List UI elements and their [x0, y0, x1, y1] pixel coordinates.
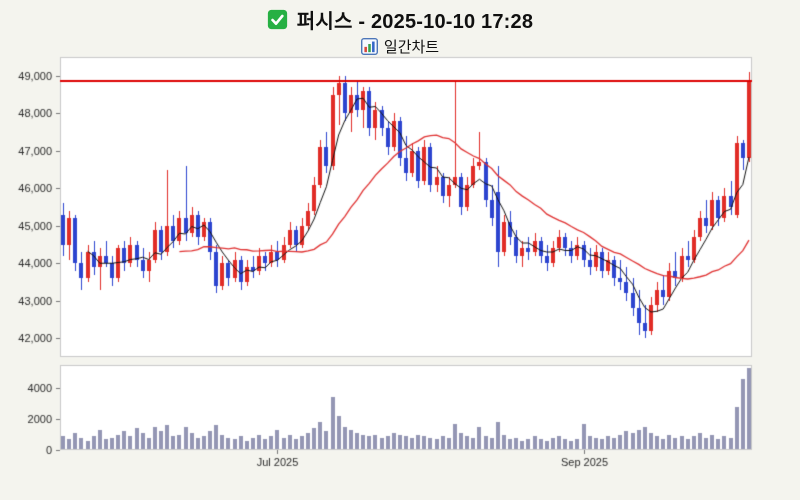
chart-title-row: 퍼시스 - 2025-10-10 17:28: [0, 5, 800, 34]
bar-chart-icon: [360, 38, 378, 55]
chart-title: 퍼시스 - 2025-10-10 17:28: [296, 11, 534, 33]
chart-subtitle: 일간차트: [383, 39, 440, 56]
chart-subtitle-row: 일간차트: [0, 36, 800, 57]
chart-header: 퍼시스 - 2025-10-10 17:28 일간차트: [0, 0, 800, 57]
green-check-icon: [267, 9, 288, 30]
